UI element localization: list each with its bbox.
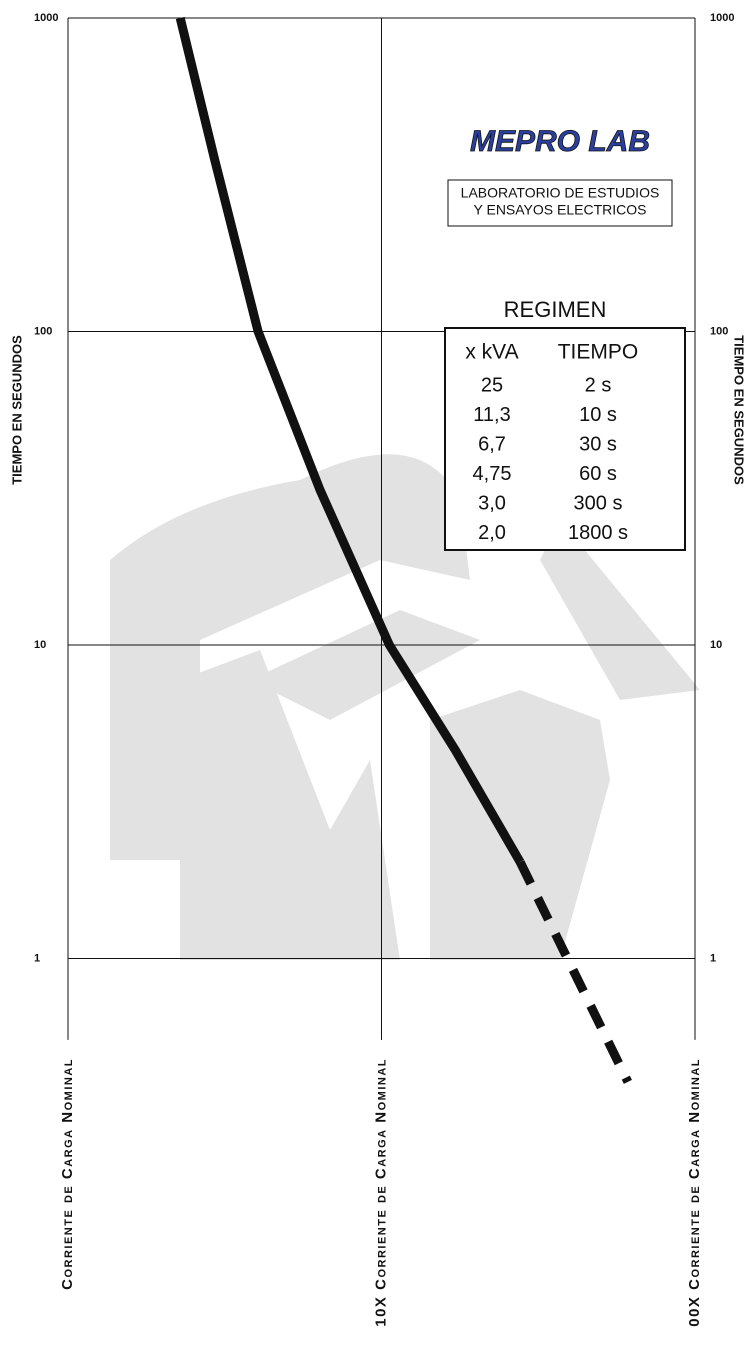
y2-axis-title: TIEMPO EN SEGUNDOS bbox=[732, 335, 747, 485]
curve bbox=[516, 860, 632, 1084]
logo-subtitle: Y ENSAYOS ELECTRICOS bbox=[474, 202, 647, 218]
y2-tick-label: 1 bbox=[710, 952, 716, 964]
watermark bbox=[110, 454, 700, 960]
table-header: x kVA bbox=[465, 341, 518, 364]
x-tick-label: 00X Corriente de Carga Nominal bbox=[686, 1058, 703, 1327]
table-header: TIEMPO bbox=[558, 341, 639, 364]
table-cell: 30 s bbox=[579, 433, 617, 455]
y2-tick-label: 1000 bbox=[710, 12, 734, 24]
table-cell: 6,7 bbox=[478, 433, 506, 455]
curves bbox=[175, 16, 632, 1084]
table-cell: 2 s bbox=[585, 374, 612, 396]
table-cell: 25 bbox=[481, 374, 503, 396]
table-cell: 10 s bbox=[579, 404, 617, 426]
table-box bbox=[444, 327, 686, 551]
table-cell: 11,3 bbox=[473, 404, 510, 426]
x-tick-label: 10X Corriente de Carga Nominal bbox=[372, 1058, 389, 1327]
y-tick-label: 1000 bbox=[34, 12, 58, 24]
y-axis-title: TIEMPO EN SEGUNDOS bbox=[9, 335, 24, 485]
grid: 1 1 10 10 100 100 1000 1000 Corriente de Carga N… bbox=[34, 12, 734, 1327]
x-tick-label: Corriente de Carga Nominal bbox=[59, 1058, 76, 1290]
y2-tick-label: 100 bbox=[710, 325, 728, 337]
y2-tick-label: 10 bbox=[710, 639, 722, 651]
table-cell: 60 s bbox=[579, 463, 617, 485]
logo-box bbox=[447, 179, 673, 227]
table-cell: 2,0 bbox=[478, 522, 506, 544]
table-cell: 300 s bbox=[574, 492, 623, 514]
table-title: REGIMEN bbox=[504, 297, 607, 322]
y-tick-label: 1 bbox=[34, 952, 40, 964]
table-cell: 3,0 bbox=[478, 492, 506, 514]
table: x kVA TIEMPO 25 2 s 11,3 10 s 6,7 30 s 4,75 60 s 3… bbox=[465, 341, 638, 544]
y-tick-label: 10 bbox=[34, 639, 46, 651]
table-cell: 4,75 bbox=[473, 463, 512, 485]
logo: MEPRO LAB bbox=[470, 125, 650, 158]
curve bbox=[175, 16, 525, 865]
y-tick-label: 100 bbox=[34, 325, 52, 337]
table-cell: 1800 s bbox=[568, 522, 628, 544]
logo-subtitle: LABORATORIO DE ESTUDIOS bbox=[461, 185, 660, 201]
